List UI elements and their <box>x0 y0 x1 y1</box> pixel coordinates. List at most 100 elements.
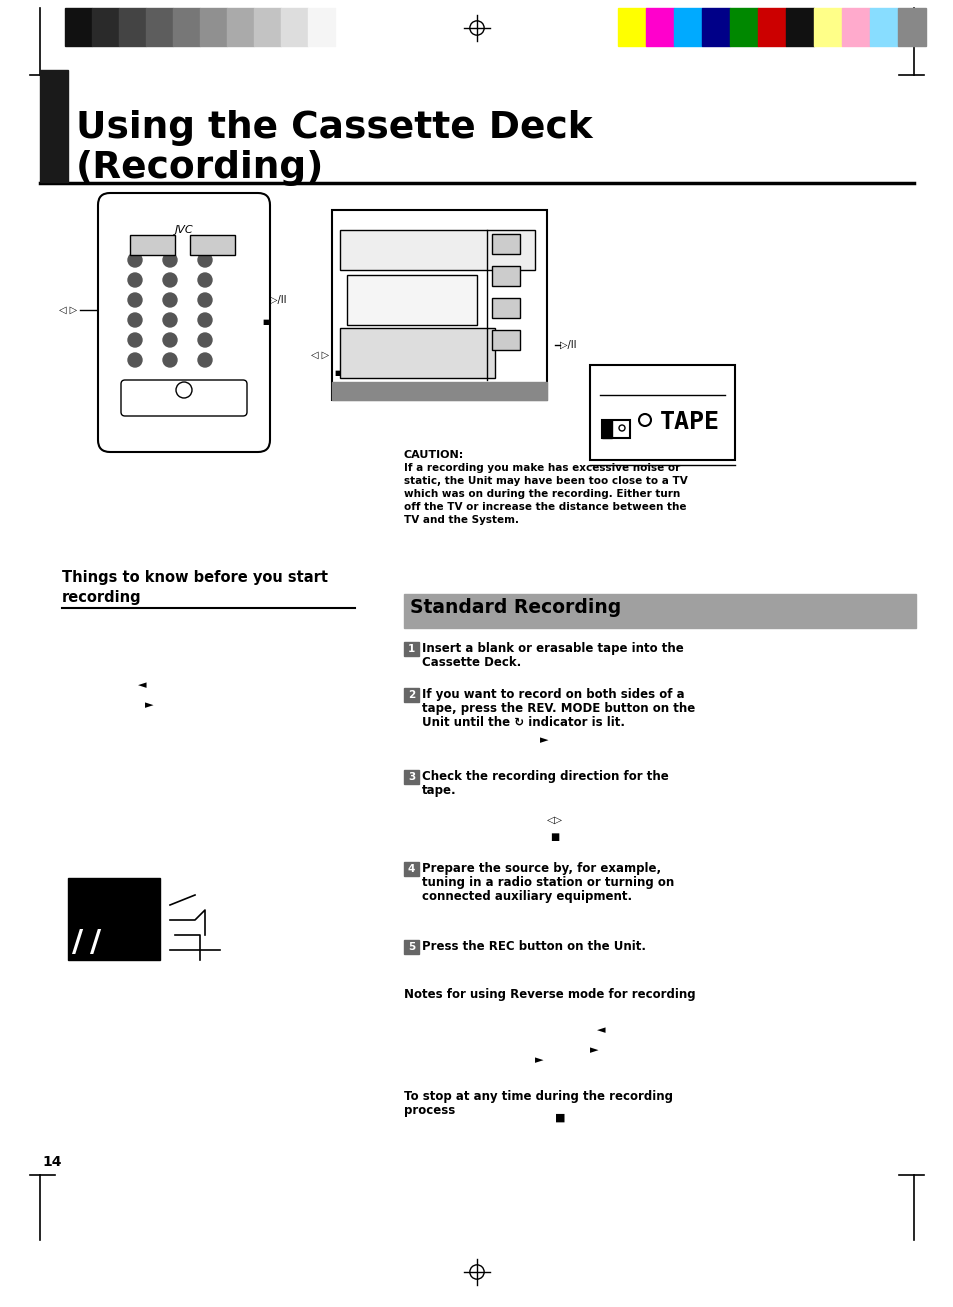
Circle shape <box>128 273 142 288</box>
Circle shape <box>163 353 177 367</box>
Bar <box>897 8 925 46</box>
Text: process: process <box>403 1104 455 1117</box>
Circle shape <box>163 312 177 327</box>
Text: ◄: ◄ <box>138 680 147 690</box>
Bar <box>332 382 546 400</box>
Text: ◄: ◄ <box>597 1025 605 1035</box>
Text: off the TV or increase the distance between the: off the TV or increase the distance betw… <box>403 502 686 512</box>
Bar <box>40 71 68 182</box>
Bar <box>403 770 418 784</box>
Bar <box>91 8 119 46</box>
Text: Prepare the source by, for example,: Prepare the source by, for example, <box>421 863 660 874</box>
Circle shape <box>163 333 177 346</box>
Text: CAUTION:: CAUTION: <box>403 450 464 460</box>
FancyBboxPatch shape <box>98 193 270 452</box>
Text: 14: 14 <box>42 1155 61 1168</box>
Text: If a recording you make has excessive noise or: If a recording you make has excessive no… <box>403 463 679 473</box>
Text: 2: 2 <box>408 690 415 701</box>
Bar <box>785 8 813 46</box>
Circle shape <box>198 293 212 307</box>
Bar <box>403 863 418 876</box>
Bar <box>403 642 418 656</box>
Text: ▷/II: ▷/II <box>559 340 576 350</box>
Bar <box>673 8 701 46</box>
Circle shape <box>128 353 142 367</box>
Text: (Recording): (Recording) <box>76 150 324 186</box>
Text: Press the REC button on the Unit.: Press the REC button on the Unit. <box>421 940 645 953</box>
Text: tape, press the REV. MODE button on the: tape, press the REV. MODE button on the <box>421 702 695 715</box>
Text: Things to know before you start: Things to know before you start <box>62 570 328 586</box>
Text: ►: ► <box>535 1055 543 1065</box>
Bar <box>492 267 519 286</box>
Bar <box>813 8 841 46</box>
Bar <box>65 8 91 46</box>
Circle shape <box>198 312 212 327</box>
Bar <box>601 420 629 438</box>
Text: ►: ► <box>589 1046 598 1055</box>
Text: ■: ■ <box>550 833 559 842</box>
Bar <box>227 8 253 46</box>
Text: /: / <box>90 928 101 957</box>
Text: ►: ► <box>539 735 548 745</box>
Bar <box>308 8 335 46</box>
Bar <box>492 298 519 318</box>
Text: Using the Cassette Deck: Using the Cassette Deck <box>76 110 592 146</box>
Bar <box>281 8 308 46</box>
Bar <box>589 365 734 460</box>
Bar <box>347 274 476 325</box>
Text: 1: 1 <box>408 644 415 654</box>
Text: If you want to record on both sides of a: If you want to record on both sides of a <box>421 687 684 701</box>
Circle shape <box>128 293 142 307</box>
Text: 4: 4 <box>407 864 415 874</box>
Bar <box>403 687 418 702</box>
Bar <box>339 230 535 271</box>
Text: ►: ► <box>145 701 153 710</box>
Text: Insert a blank or erasable tape into the: Insert a blank or erasable tape into the <box>421 642 683 655</box>
Text: ◁ ▷: ◁ ▷ <box>311 350 329 359</box>
Bar <box>701 8 729 46</box>
Text: Unit until the ↻ indicator is lit.: Unit until the ↻ indicator is lit. <box>421 716 624 729</box>
Text: 3: 3 <box>408 772 415 782</box>
Bar <box>618 8 645 46</box>
Text: TV and the System.: TV and the System. <box>403 515 518 525</box>
Circle shape <box>163 293 177 307</box>
Text: Cassette Deck.: Cassette Deck. <box>421 656 520 669</box>
Text: ▷/II: ▷/II <box>270 295 286 305</box>
Circle shape <box>198 333 212 346</box>
Bar <box>601 420 612 438</box>
Circle shape <box>163 254 177 267</box>
Text: connected auxiliary equipment.: connected auxiliary equipment. <box>421 890 632 903</box>
Bar <box>492 234 519 254</box>
Text: ◁▷: ◁▷ <box>546 816 562 825</box>
Bar <box>403 593 915 627</box>
Bar <box>190 235 234 255</box>
Bar <box>841 8 869 46</box>
Bar <box>339 328 495 378</box>
Text: ◁ ▷: ◁ ▷ <box>59 305 77 315</box>
Bar <box>130 235 174 255</box>
Circle shape <box>163 273 177 288</box>
Bar <box>200 8 227 46</box>
Text: tape.: tape. <box>421 784 456 797</box>
Text: recording: recording <box>62 589 141 605</box>
Text: ■: ■ <box>262 319 269 325</box>
Bar <box>68 878 160 961</box>
Text: ■: ■ <box>554 1114 565 1123</box>
Bar <box>645 8 673 46</box>
Bar <box>758 8 785 46</box>
Circle shape <box>128 254 142 267</box>
Text: static, the Unit may have been too close to a TV: static, the Unit may have been too close… <box>403 476 687 486</box>
Bar <box>729 8 758 46</box>
Bar <box>119 8 146 46</box>
Text: To stop at any time during the recording: To stop at any time during the recording <box>403 1090 672 1103</box>
Circle shape <box>128 312 142 327</box>
Text: JVC: JVC <box>174 225 193 235</box>
Bar <box>403 940 418 954</box>
Bar <box>172 8 200 46</box>
Text: tuning in a radio station or turning on: tuning in a radio station or turning on <box>421 876 674 889</box>
Text: which was on during the recording. Either turn: which was on during the recording. Eithe… <box>403 489 679 499</box>
Text: Check the recording direction for the: Check the recording direction for the <box>421 770 668 783</box>
Bar <box>146 8 172 46</box>
Text: TAPE: TAPE <box>659 410 720 434</box>
Text: 5: 5 <box>408 942 415 951</box>
